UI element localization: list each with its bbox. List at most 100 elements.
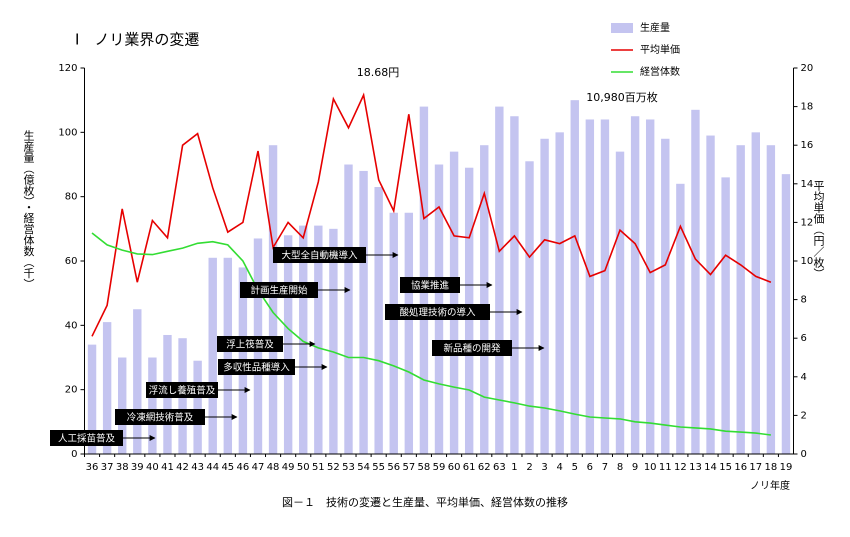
y-tick-label: 60 <box>65 256 78 267</box>
bar <box>615 151 625 454</box>
x-tick-label: 10 <box>644 462 657 473</box>
bar <box>645 119 655 454</box>
x-tick-label: 6 <box>587 462 593 473</box>
bar <box>766 145 776 454</box>
x-tick-label: 11 <box>659 462 672 473</box>
legend-label: 生産量 <box>640 21 670 34</box>
event-box <box>115 409 205 425</box>
event-box <box>217 336 283 352</box>
x-tick-label: 3 <box>541 462 547 473</box>
event-box <box>432 340 512 356</box>
bar <box>102 322 112 454</box>
bar <box>540 138 549 454</box>
y-tick-label: 120 <box>58 63 77 74</box>
x-tick-label: 50 <box>297 462 310 473</box>
event-label: 多収性品種導入 <box>223 362 290 374</box>
x-tick-label: 1 <box>511 462 517 473</box>
event-label: 酸処理技術の導入 <box>399 307 476 319</box>
x-tick-label: 60 <box>448 462 461 473</box>
x-tick-label: 43 <box>191 462 204 473</box>
x-tick-label: 52 <box>327 462 340 473</box>
y2-tick-label: 14 <box>801 179 814 190</box>
x-tick-label: 14 <box>704 462 717 473</box>
bar <box>676 183 685 455</box>
x-tick-label: 59 <box>433 462 446 473</box>
bar <box>223 257 233 454</box>
y-tick-label: 40 <box>65 320 78 331</box>
x-tick-label: 8 <box>617 462 623 473</box>
x-tick-label: 15 <box>719 462 732 473</box>
y-tick-label: 100 <box>58 127 77 138</box>
bar <box>148 357 157 454</box>
bar <box>585 119 595 454</box>
chart-title: Ⅰ ノリ業界の変遷 <box>75 31 199 49</box>
bar <box>525 161 534 455</box>
bar <box>736 145 745 454</box>
annotation: 10,980百万枚 <box>586 90 658 104</box>
bar <box>118 357 127 454</box>
x-tick-label: 46 <box>237 462 250 473</box>
x-tick-label: 55 <box>372 462 385 473</box>
event-label: 浮上筏普及 <box>226 339 274 351</box>
x-tick-label: 63 <box>493 462 506 473</box>
bar <box>706 135 715 455</box>
bar <box>781 174 791 454</box>
event-label: 大型全自動機導入 <box>281 250 358 262</box>
legend-label: 経営体数 <box>640 65 680 78</box>
event-box <box>400 277 460 293</box>
bar <box>193 360 202 454</box>
bar <box>374 187 383 454</box>
event-box <box>273 247 366 263</box>
bar <box>208 257 217 454</box>
x-tick-label: 17 <box>749 462 762 473</box>
x-tick-label: 41 <box>161 462 174 473</box>
y2-tick-label: 10 <box>801 256 814 267</box>
bar <box>600 119 610 454</box>
x-tick-label: 58 <box>418 462 431 473</box>
legend-swatch <box>611 23 633 33</box>
event-box <box>218 359 295 375</box>
y2-tick-label: 2 <box>801 410 807 421</box>
x-tick-label: 13 <box>689 462 702 473</box>
line-series <box>91 92 772 337</box>
x-tick-label: 61 <box>463 462 476 473</box>
bar <box>87 344 97 454</box>
bar <box>283 235 293 454</box>
x-tick-label: 39 <box>131 462 144 473</box>
event-label: 計画生産開始 <box>250 285 308 297</box>
bar <box>555 132 564 455</box>
bar <box>404 212 414 454</box>
y2-tick-label: 6 <box>801 333 807 344</box>
event-label: 冷凍網技術普及 <box>127 412 194 424</box>
x-tick-label: 53 <box>342 462 355 473</box>
y-tick-label: 20 <box>65 385 78 396</box>
event-label: 新品種の開発 <box>443 343 501 355</box>
bar <box>661 138 670 454</box>
event-label: 協業推進 <box>411 280 450 292</box>
bar <box>691 109 700 455</box>
bar <box>480 145 489 454</box>
bar <box>449 151 459 454</box>
event-box <box>50 430 123 446</box>
bar <box>133 309 142 454</box>
x-tick-label: 44 <box>206 462 219 473</box>
x-tick-label: 7 <box>602 462 608 473</box>
x-tick-label: 12 <box>674 462 687 473</box>
bar <box>630 116 640 454</box>
x-tick-label: 9 <box>632 462 638 473</box>
bar <box>751 132 760 455</box>
x-tick-label: 19 <box>780 462 793 473</box>
x-tick-label: 49 <box>282 462 295 473</box>
x-tick-label: 16 <box>734 462 747 473</box>
bar <box>344 164 353 454</box>
x-tick-label: 36 <box>86 462 99 473</box>
x-tick-label: 4 <box>556 462 562 473</box>
bar <box>359 170 368 454</box>
bar <box>721 177 730 454</box>
x-tick-label: 51 <box>312 462 325 473</box>
y2-tick-label: 18 <box>801 102 814 113</box>
bar <box>314 225 323 454</box>
x-tick-label: 56 <box>387 462 400 473</box>
y2-axis-label: 平均単価（円／枚） <box>812 180 825 279</box>
